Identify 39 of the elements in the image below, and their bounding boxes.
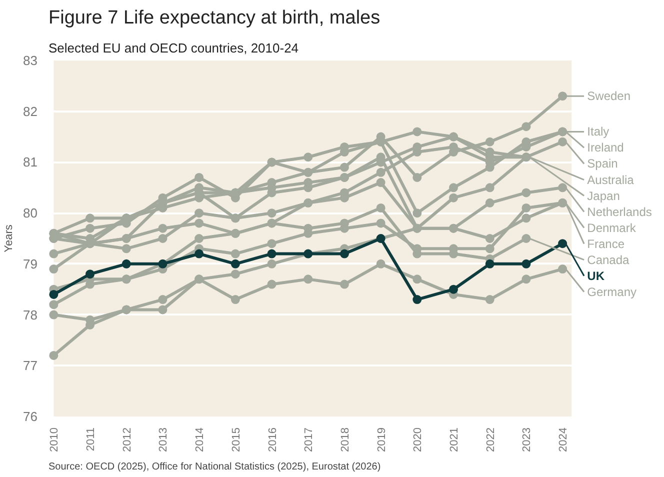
x-tick-label: 2023 [521, 427, 534, 452]
legend-label: Japan [587, 188, 620, 203]
legend-label: France [587, 236, 625, 251]
text: Australia [587, 172, 634, 187]
x-tick-label: 2013 [158, 427, 170, 452]
legend-label: Italy [587, 124, 610, 139]
x-tick-label: 2021 [448, 427, 460, 452]
x-tick-label: 2014 [194, 427, 206, 452]
text: Canada [587, 252, 630, 267]
x-tick-label: 2024 [558, 427, 570, 452]
text: Denmark [587, 220, 637, 235]
y-axis-title: Years [3, 224, 16, 252]
legend-label: Ireland [587, 140, 624, 155]
x-tick-label: 2020 [412, 427, 424, 452]
chart-subtitle: Selected EU and OECD countries, 2010-24 [48, 40, 299, 56]
legend-label: Sweden [587, 89, 631, 104]
y-tick-label: 83 [23, 53, 38, 68]
y-tick-label: 82 [23, 104, 38, 119]
y-tick-label: 79 [23, 256, 38, 272]
x-tick-label: 2011 [85, 428, 98, 452]
y-tick-label: 77 [23, 358, 38, 374]
x-tick-label: 2015 [230, 427, 242, 452]
y-tick-label: 78 [23, 307, 38, 322]
x-tick-label: 2018 [339, 427, 352, 452]
legend-label: Spain [587, 156, 618, 171]
x-tick-label: 2022 [484, 427, 497, 452]
legend-label: Netherlands [587, 204, 652, 219]
y-tick-label: 80 [23, 206, 38, 221]
x-tick-label: 2019 [376, 427, 388, 452]
x-tick-label: 2012 [121, 427, 134, 452]
source-note: Source: OECD (2025), Office for National Statistics (2025), Eurostat (2026) [48, 462, 381, 472]
x-tick-label: 2017 [303, 427, 316, 452]
text: Germany [587, 284, 637, 299]
text: UK [587, 268, 605, 283]
y-tick-label: 76 [23, 409, 38, 424]
x-tick-label: 2016 [266, 427, 279, 452]
chart-title: Figure 7 Life expectancy at birth, males [48, 8, 380, 28]
y-tick-label: 81 [23, 154, 38, 170]
x-tick-label: 2010 [48, 427, 61, 452]
